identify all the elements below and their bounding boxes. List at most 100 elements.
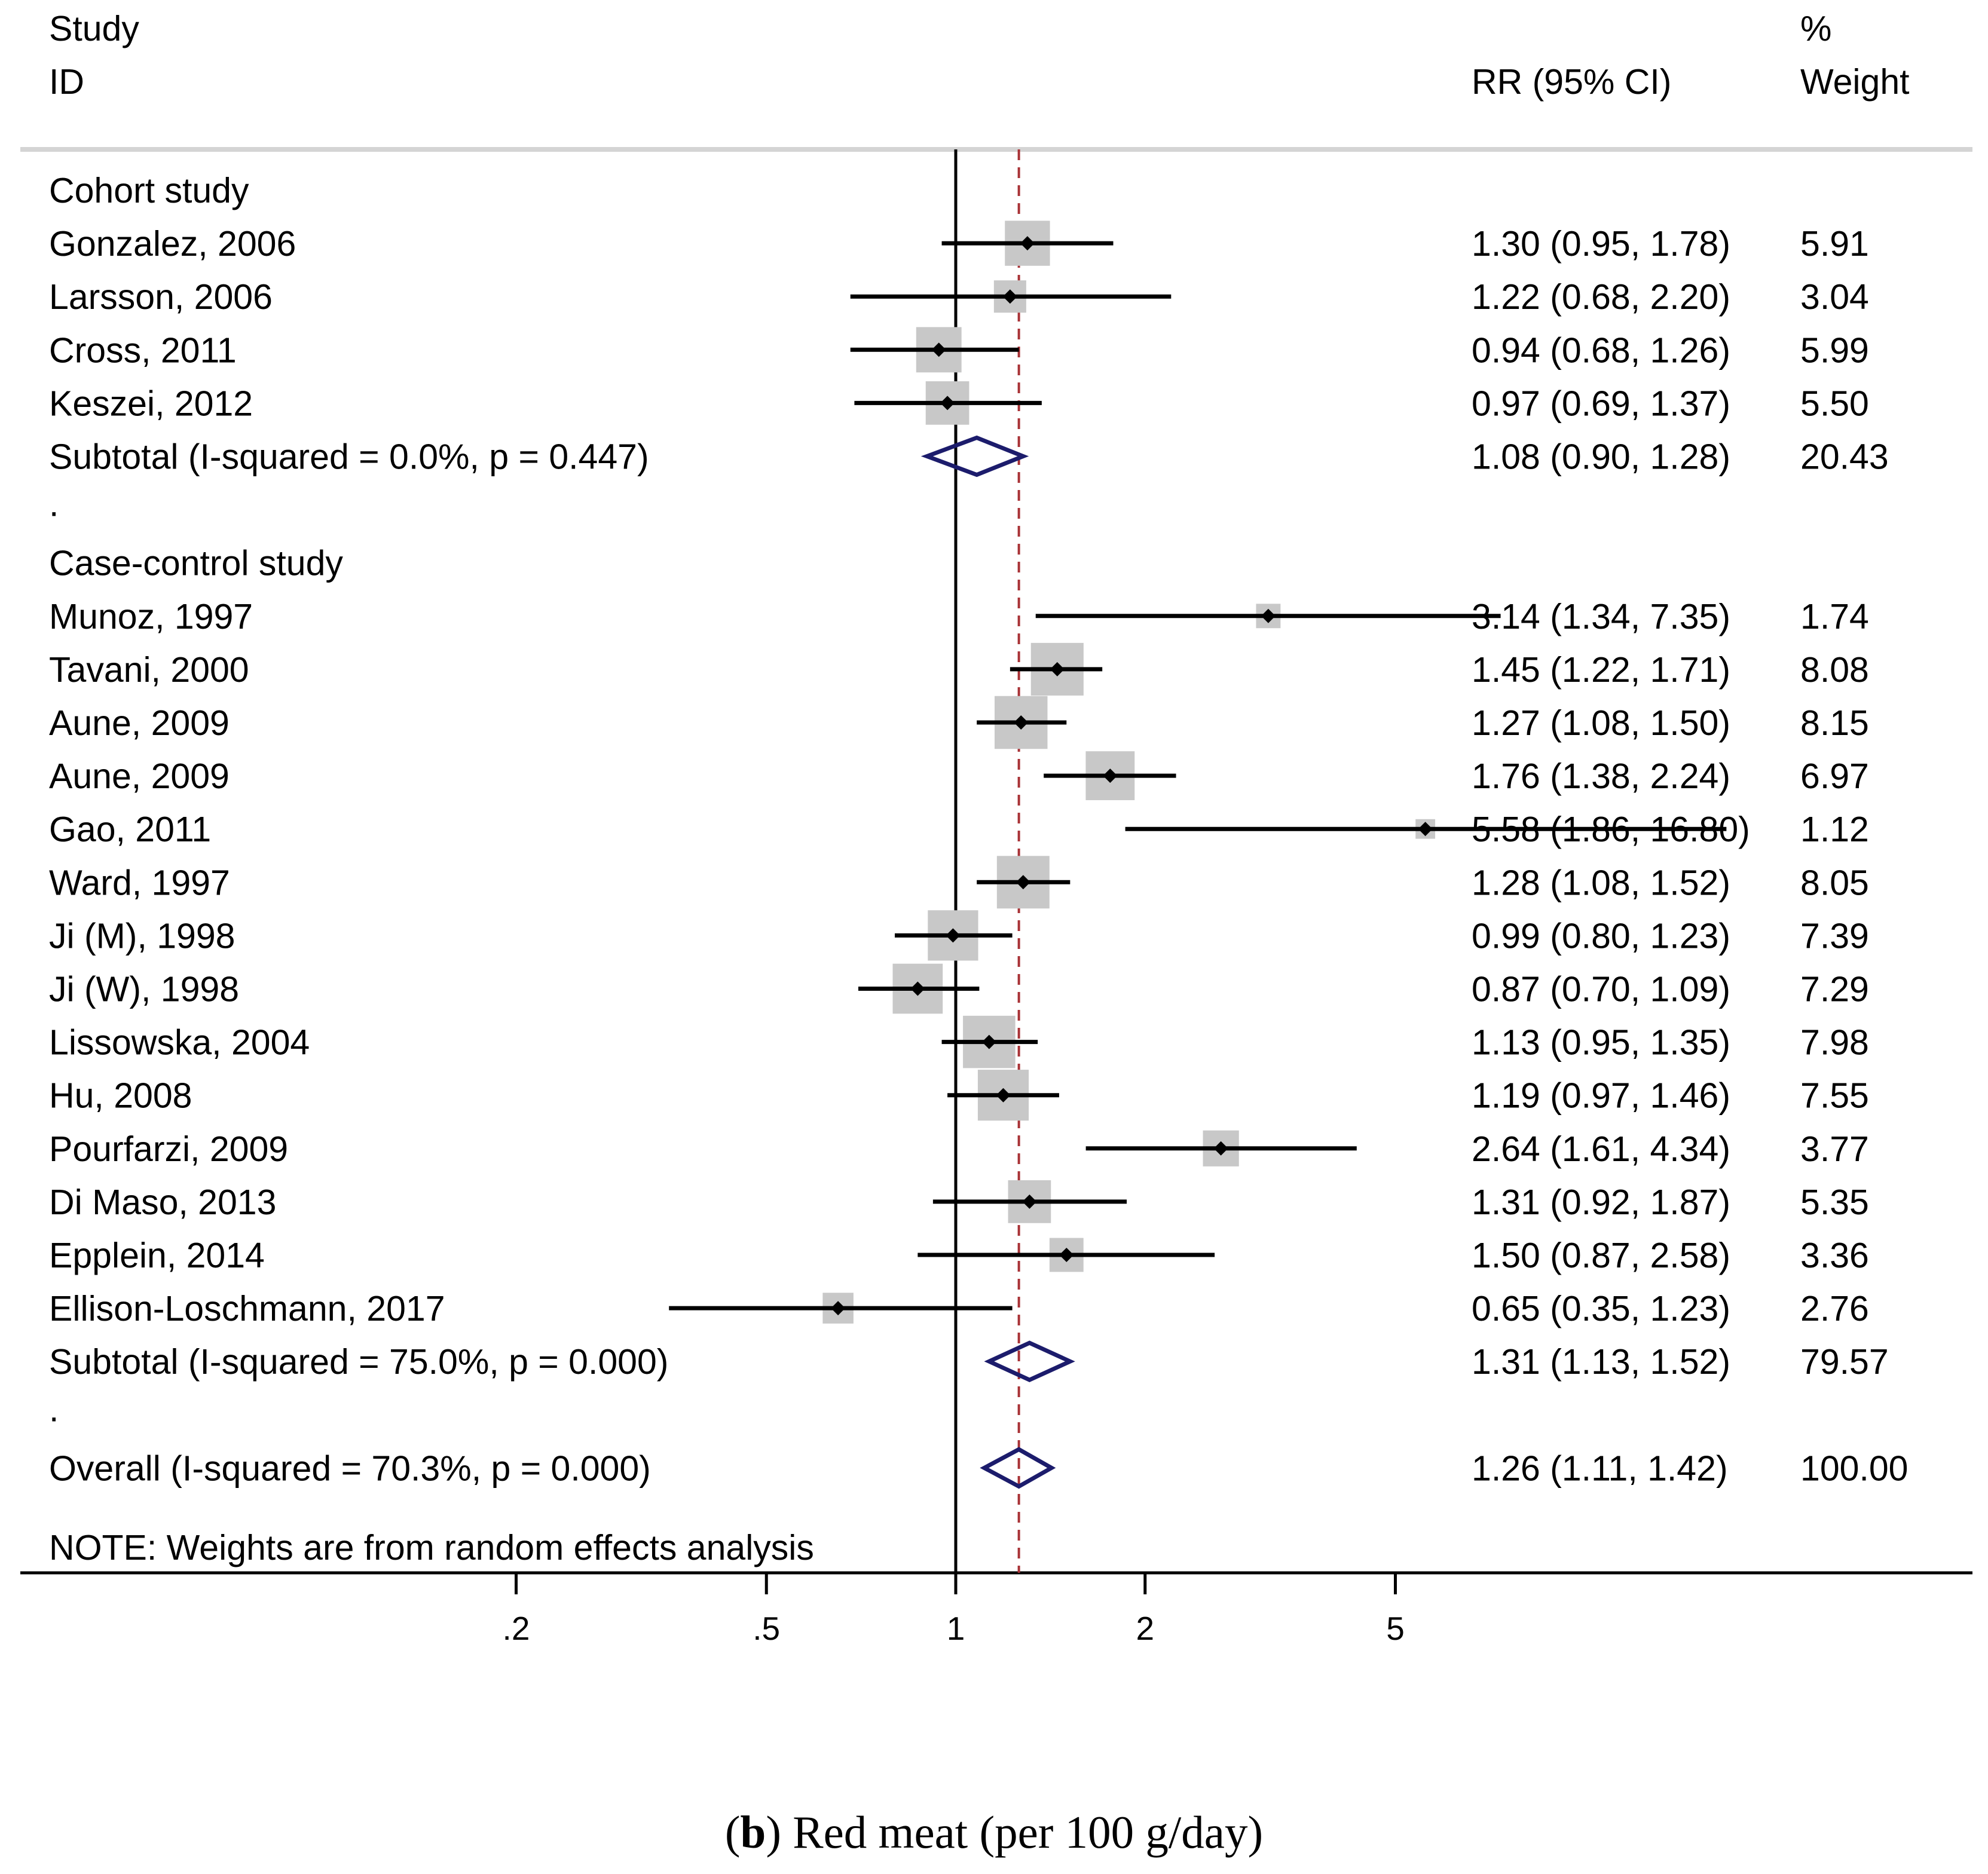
study-label: Ji (W), 1998 (49, 970, 239, 1009)
weight-value: 5.35 (1800, 1183, 1869, 1222)
ci-value: 0.94 (0.68, 1.26) (1472, 330, 1730, 370)
summary-label: Overall (I-squared = 70.3%, p = 0.000) (49, 1449, 651, 1488)
header-id: ID (49, 62, 84, 102)
header-study: Study (49, 9, 139, 48)
weight-value: 1.12 (1800, 810, 1869, 849)
forest-row-study: Aune, 2009 1.76 (1.38, 2.24) 6.97 (49, 751, 1869, 801)
forest-row-subtotal: Subtotal (I-squared = 75.0%, p = 0.000) 1… (49, 1340, 1889, 1383)
forest-row-study: Ji (W), 1998 0.87 (0.70, 1.09) 7.29 (49, 963, 1869, 1014)
group-label: Cohort study (49, 171, 249, 210)
study-label: Epplein, 2014 (49, 1236, 265, 1275)
point-estimate (996, 1088, 1011, 1103)
ci-value: 1.27 (1.08, 1.50) (1472, 703, 1730, 743)
header-rr: RR (95% CI) (1472, 62, 1671, 102)
forest-row-subtotal: Subtotal (I-squared = 0.0%, p = 0.447) 1.… (49, 435, 1889, 477)
forest-row-spacer: . (49, 485, 59, 524)
point-estimate (1059, 1248, 1074, 1262)
study-label: Munoz, 1997 (49, 597, 253, 636)
point-estimate (1020, 236, 1035, 251)
ci-value: 1.50 (0.87, 2.58) (1472, 1236, 1730, 1275)
weight-value: 3.04 (1800, 277, 1869, 317)
forest-row-group: Case-control study (49, 544, 343, 583)
point-estimate (1022, 1194, 1037, 1209)
forest-row-study: Larsson, 2006 1.22 (0.68, 2.20) 3.04 (49, 277, 1869, 317)
study-label: Keszei, 2012 (49, 384, 253, 423)
ci-value: 1.26 (1.11, 1.42) (1472, 1449, 1728, 1488)
weight-value: 100.00 (1800, 1449, 1908, 1488)
ci-value: 0.97 (0.69, 1.37) (1472, 384, 1730, 423)
study-label: Tavani, 2000 (49, 650, 249, 690)
forest-row-study: Tavani, 2000 1.45 (1.22, 1.71) 8.08 (49, 642, 1869, 696)
weight-value: 5.91 (1800, 224, 1869, 264)
weight-value: 7.55 (1800, 1076, 1869, 1116)
ci-value: 1.08 (0.90, 1.28) (1472, 437, 1730, 477)
study-label: Hu, 2008 (49, 1076, 192, 1116)
forest-row-group: Cohort study (49, 171, 249, 210)
study-label: Ji (M), 1998 (49, 916, 235, 956)
ci-value: 0.65 (0.35, 1.23) (1472, 1289, 1730, 1328)
study-label: Pourfarzi, 2009 (49, 1129, 288, 1169)
ci-value: 1.30 (0.95, 1.78) (1472, 224, 1730, 264)
header-percent: % (1800, 9, 1831, 48)
x-axis-ticks: .2 .5 1 2 5 (503, 1573, 1405, 1647)
tick-label: 5 (1386, 1610, 1405, 1647)
weight-value: 3.77 (1800, 1129, 1869, 1169)
summary-label: Subtotal (I-squared = 0.0%, p = 0.447) (49, 437, 649, 477)
study-label: Lissowska, 2004 (49, 1023, 310, 1062)
point-estimate (1016, 875, 1030, 890)
summary-diamond (984, 1340, 1075, 1383)
tick-label: .2 (503, 1610, 530, 1647)
weight-value: 6.97 (1800, 757, 1869, 796)
ci-value: 1.22 (0.68, 2.20) (1472, 277, 1730, 317)
forest-row-study: Ji (M), 1998 0.99 (0.80, 1.23) 7.39 (49, 910, 1869, 961)
point-estimate (1418, 822, 1433, 837)
weight-value: 8.15 (1800, 703, 1869, 743)
point-estimate (931, 342, 946, 357)
point-estimate (1261, 608, 1276, 623)
weight-value: 7.39 (1800, 916, 1869, 956)
forest-row-study: Ward, 1997 1.28 (1.08, 1.52) 8.05 (49, 856, 1869, 909)
forest-row-study: Munoz, 1997 3.14 (1.34, 7.35) 1.74 (49, 597, 1869, 636)
weight-value: 7.29 (1800, 970, 1869, 1009)
forest-row-study: Hu, 2008 1.19 (0.97, 1.46) 7.55 (49, 1070, 1869, 1121)
point-estimate (1213, 1141, 1228, 1156)
forest-row-study: Lissowska, 2004 1.13 (0.95, 1.35) 7.98 (49, 1015, 1869, 1068)
point-estimate (1050, 662, 1065, 676)
figure-caption: (b) Red meat (per 100 g/day) (725, 1806, 1263, 1858)
study-label: Gonzalez, 2006 (49, 224, 296, 264)
study-label: Gao, 2011 (49, 810, 211, 849)
summary-diamond (920, 435, 1029, 477)
tick-label: 2 (1136, 1610, 1154, 1647)
header-weight: Weight (1800, 62, 1910, 102)
forest-row-study: Epplein, 2014 1.50 (0.87, 2.58) 3.36 (49, 1236, 1869, 1275)
group-label: Case-control study (49, 544, 343, 583)
point-estimate (1103, 768, 1118, 783)
ci-value: 1.19 (0.97, 1.46) (1472, 1076, 1730, 1116)
note-text: NOTE: Weights are from random effects an… (49, 1528, 814, 1567)
study-label: Ward, 1997 (49, 863, 230, 902)
study-label: Ellison-Loschmann, 2017 (49, 1289, 445, 1328)
ci-value: 1.13 (0.95, 1.35) (1472, 1023, 1730, 1062)
weight-value: 8.05 (1800, 863, 1869, 902)
forest-row-study: Aune, 2009 1.27 (1.08, 1.50) 8.15 (49, 696, 1869, 749)
ci-value: 1.28 (1.08, 1.52) (1472, 863, 1730, 902)
point-estimate (1002, 289, 1017, 304)
weight-value: 1.74 (1800, 597, 1869, 636)
forest-row-study: Pourfarzi, 2009 2.64 (1.61, 4.34) 3.77 (49, 1129, 1869, 1169)
ci-value: 3.14 (1.34, 7.35) (1472, 597, 1730, 636)
study-label: Aune, 2009 (49, 757, 230, 796)
point-estimate (1014, 715, 1029, 730)
ci-value: 2.64 (1.61, 4.34) (1472, 1129, 1730, 1169)
study-label: Aune, 2009 (49, 703, 230, 743)
point-estimate (946, 928, 961, 943)
weight-value: 5.50 (1800, 384, 1869, 423)
forest-row-study: Ellison-Loschmann, 2017 0.65 (0.35, 1.23)… (49, 1289, 1869, 1328)
weight-value: 2.76 (1800, 1289, 1869, 1328)
forest-row-study: Keszei, 2012 0.97 (0.69, 1.37) 5.50 (49, 381, 1869, 425)
forest-row-study: Gonzalez, 2006 1.30 (0.95, 1.78) 5.91 (49, 221, 1869, 266)
weight-value: 8.08 (1800, 650, 1869, 690)
ci-value: 1.45 (1.22, 1.71) (1472, 650, 1730, 690)
weight-value: 5.99 (1800, 330, 1869, 370)
forest-row-spacer: . (49, 1389, 59, 1429)
